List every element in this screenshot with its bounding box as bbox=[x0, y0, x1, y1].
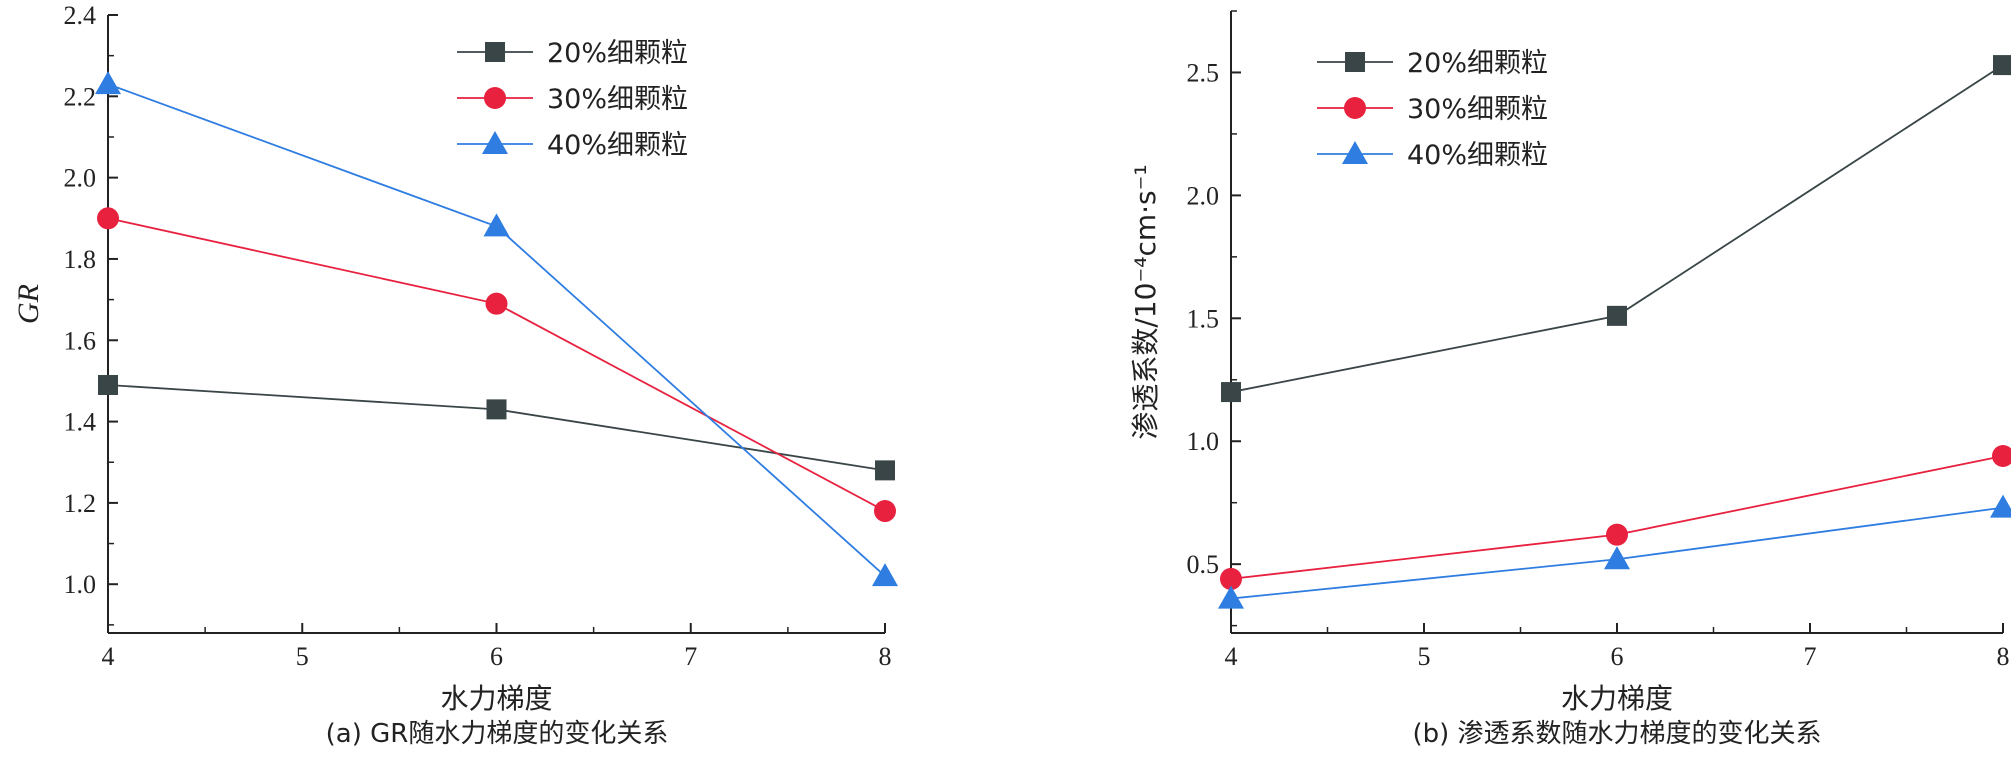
legend-label: 20%细颗粒 bbox=[547, 38, 688, 69]
data-point-40pct bbox=[1990, 494, 2011, 518]
x-tick-label: 6 bbox=[490, 642, 503, 671]
legend-marker-circle-icon bbox=[1344, 97, 1366, 119]
series-line-30pct bbox=[107, 217, 886, 512]
data-point-40pct bbox=[1218, 585, 1244, 609]
y-axis-title: GR bbox=[12, 284, 45, 324]
y-axis-title: 渗透系数/10⁻⁴cm·s⁻¹ bbox=[1129, 164, 1162, 439]
data-point-20pct bbox=[1221, 382, 1241, 403]
x-tick-label: 7 bbox=[684, 642, 697, 671]
x-tick-label: 4 bbox=[102, 642, 115, 671]
x-tick-label: 5 bbox=[1418, 642, 1431, 671]
y-tick-label: 2.2 bbox=[64, 82, 97, 111]
y-tick-label: 2.4 bbox=[64, 1, 97, 30]
data-point-20pct bbox=[486, 399, 507, 420]
x-tick-label: 5 bbox=[296, 642, 309, 671]
data-point-40pct bbox=[95, 71, 121, 95]
x-axis-title: 水力梯度 bbox=[1561, 682, 1673, 715]
y-tick-label: 1.6 bbox=[64, 326, 97, 355]
figure-caption: (b) 渗透系数随水力梯度的变化关系 bbox=[1412, 719, 1821, 749]
legend-marker-circle-icon bbox=[484, 87, 506, 109]
chart-permeability: 0.5 1.0 1.5 2.0 2.5 4 5 6 7 8 水力梯度 渗透系数/10⁻⁴cm·s⁻¹ 2… bbox=[1129, 10, 2011, 749]
legend-item: 40%细颗粒 bbox=[1317, 140, 1548, 171]
y-tick-label: 1.2 bbox=[64, 489, 97, 518]
legend-label: 30%细颗粒 bbox=[1407, 94, 1548, 125]
y-tick-label: 1.8 bbox=[64, 245, 97, 274]
series-line-40pct bbox=[107, 83, 886, 577]
data-point-20pct bbox=[1607, 305, 1627, 326]
legend-item: 20%细颗粒 bbox=[457, 38, 688, 69]
data-point-40pct bbox=[872, 563, 898, 587]
y-tick-label: 2.0 bbox=[64, 164, 97, 193]
legend-marker-square-icon bbox=[1345, 52, 1365, 72]
x-axis-title: 水力梯度 bbox=[440, 682, 552, 715]
figure-caption: (a) GR随水力梯度的变化关系 bbox=[326, 719, 669, 749]
legend-item: 20%细颗粒 bbox=[1317, 48, 1548, 79]
y-tick-label: 2.5 bbox=[1187, 58, 1220, 87]
legend-label: 40%细颗粒 bbox=[1407, 140, 1548, 171]
data-point-30pct bbox=[1606, 523, 1628, 546]
x-tick-label: 8 bbox=[1997, 642, 2010, 671]
legend-marker-square-icon bbox=[485, 42, 505, 62]
y-tick-label: 1.5 bbox=[1187, 304, 1220, 333]
x-tick-label: 6 bbox=[1611, 642, 1624, 671]
data-point-30pct bbox=[97, 207, 119, 230]
data-point-30pct bbox=[485, 292, 508, 315]
chart-gr: 1.0 1.2 1.4 1.6 1.8 2.0 2.2 2.4 4 5 6 7 8 水力梯度 GR 20%细颗… bbox=[12, 1, 898, 749]
data-point-20pct bbox=[98, 374, 118, 395]
legend-item: 40%细颗粒 bbox=[457, 130, 688, 161]
legend-marker-triangle-icon bbox=[482, 131, 508, 154]
x-tick-label: 4 bbox=[1225, 642, 1238, 671]
legend-item: 30%细颗粒 bbox=[1317, 94, 1548, 125]
y-tick-label: 0.5 bbox=[1187, 550, 1220, 579]
y-tick-label: 1.0 bbox=[1187, 427, 1220, 456]
legend-label: 40%细颗粒 bbox=[547, 130, 688, 161]
y-tick-label: 2.0 bbox=[1187, 181, 1220, 210]
y-tick-label: 1.0 bbox=[64, 570, 97, 599]
y-tick-label: 1.4 bbox=[64, 408, 97, 437]
x-tick-label: 7 bbox=[1804, 642, 1817, 671]
series-line-20pct bbox=[107, 384, 886, 472]
data-point-30pct bbox=[1992, 444, 2011, 467]
legend-item: 30%细颗粒 bbox=[457, 84, 688, 115]
x-tick-label: 8 bbox=[879, 642, 892, 671]
legend-marker-triangle-icon bbox=[1342, 141, 1368, 164]
legend-label: 30%细颗粒 bbox=[547, 84, 688, 115]
data-point-30pct bbox=[874, 500, 896, 523]
legend-label: 20%细颗粒 bbox=[1407, 48, 1548, 79]
data-point-20pct bbox=[1993, 55, 2011, 76]
data-point-40pct bbox=[1604, 546, 1630, 570]
data-point-20pct bbox=[875, 460, 895, 481]
data-point-40pct bbox=[483, 213, 510, 237]
data-point-30pct bbox=[1220, 567, 1242, 590]
